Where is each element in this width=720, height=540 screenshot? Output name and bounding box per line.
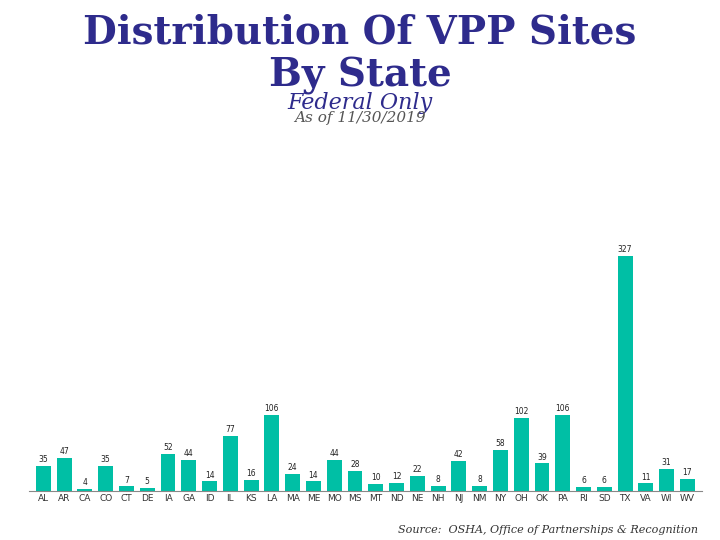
Text: 44: 44 (329, 449, 339, 458)
Bar (639, 483, 653, 491)
Bar (660, 469, 674, 491)
Bar (534, 463, 549, 491)
Bar (306, 481, 321, 491)
Bar (431, 485, 446, 491)
Text: 22: 22 (413, 465, 422, 474)
Text: Source:  OSHA, Office of Partnerships & Recognition: Source: OSHA, Office of Partnerships & R… (398, 524, 698, 535)
Text: 58: 58 (495, 439, 505, 448)
Text: By State: By State (269, 57, 451, 94)
Bar (555, 415, 570, 491)
Text: 14: 14 (204, 470, 215, 480)
Text: 106: 106 (265, 404, 279, 413)
Text: 52: 52 (163, 443, 173, 452)
Text: 35: 35 (101, 455, 111, 464)
Text: 17: 17 (683, 468, 692, 477)
Bar (576, 487, 591, 491)
Text: 44: 44 (184, 449, 194, 458)
Text: 4: 4 (83, 478, 87, 487)
Text: 31: 31 (662, 458, 672, 467)
Bar (119, 487, 134, 491)
Bar (369, 484, 383, 491)
Text: 8: 8 (436, 475, 441, 484)
Text: As of 11/30/2019: As of 11/30/2019 (294, 111, 426, 125)
Bar (514, 418, 528, 491)
Text: 35: 35 (38, 455, 48, 464)
Bar (327, 460, 342, 491)
Text: 11: 11 (641, 472, 651, 482)
Bar (202, 481, 217, 491)
Bar (243, 480, 258, 491)
Bar (493, 450, 508, 491)
Text: 10: 10 (371, 474, 381, 482)
Bar (36, 466, 51, 491)
Bar (78, 489, 92, 491)
Bar (285, 474, 300, 491)
Text: 6: 6 (602, 476, 607, 485)
Text: 8: 8 (477, 475, 482, 484)
Text: 327: 327 (618, 245, 632, 254)
Bar (140, 488, 155, 491)
Bar (472, 485, 487, 491)
Text: 102: 102 (514, 407, 528, 416)
Text: 106: 106 (556, 404, 570, 413)
Text: 42: 42 (454, 450, 464, 460)
Text: 39: 39 (537, 453, 547, 462)
Text: Distribution Of VPP Sites: Distribution Of VPP Sites (84, 14, 636, 51)
Bar (389, 483, 404, 491)
Bar (451, 461, 467, 491)
Text: 12: 12 (392, 472, 401, 481)
Bar (181, 460, 197, 491)
Text: 28: 28 (350, 461, 360, 469)
Text: 14: 14 (309, 470, 318, 480)
Text: 16: 16 (246, 469, 256, 478)
Text: 5: 5 (145, 477, 150, 486)
Bar (348, 471, 362, 491)
Bar (264, 415, 279, 491)
Text: 7: 7 (124, 476, 129, 484)
Text: 77: 77 (225, 425, 235, 434)
Bar (618, 256, 633, 491)
Text: 24: 24 (288, 463, 297, 472)
Bar (161, 454, 176, 491)
Bar (223, 436, 238, 491)
Bar (57, 457, 71, 491)
Text: Federal Only: Federal Only (287, 92, 433, 114)
Bar (410, 476, 425, 491)
Text: 6: 6 (581, 476, 586, 485)
Bar (98, 466, 113, 491)
Bar (597, 487, 612, 491)
Bar (680, 479, 695, 491)
Text: 47: 47 (59, 447, 69, 456)
